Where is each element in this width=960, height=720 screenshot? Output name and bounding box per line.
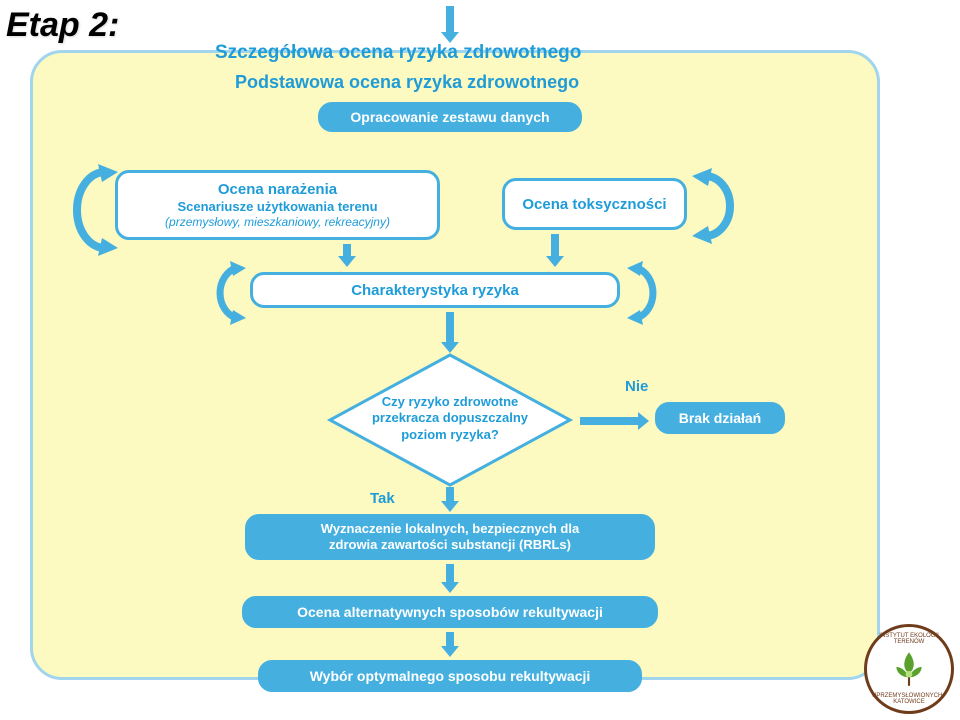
- leaf-icon: [888, 648, 930, 690]
- cycle-arrow-char-right: [622, 258, 677, 328]
- logo-bottom-text: UPRZEMYSŁOWIONYCH · KATOWICE: [867, 693, 951, 705]
- optimal-box: Wybór optymalnego sposobu rekultywacji: [258, 660, 642, 692]
- toxicity-label: Ocena toksyczności: [522, 196, 666, 213]
- rbrl-l2: zdrowia zawartości substancji (RBRLs): [329, 537, 571, 553]
- detailed-assessment-title: Szczegółowa ocena ryzyka zdrowotnego: [215, 42, 581, 64]
- exposure-title: Ocena narażenia: [218, 181, 337, 199]
- decision-q-l2: przekracza dopuszczalny: [372, 410, 528, 425]
- arrow-to-no-action: [580, 412, 649, 430]
- cycle-arrow-left: [60, 160, 120, 260]
- logo-top-text: INSTYTUT EKOLOGII TERENÓW: [867, 633, 951, 645]
- arrow-to-optimal: [441, 632, 459, 657]
- arrow-to-alternatives: [441, 564, 459, 593]
- rbrl-box: Wyznaczenie lokalnych, bezpiecznych dla …: [245, 514, 655, 560]
- data-set-box: Opracowanie zestawu danych: [318, 102, 582, 132]
- exposure-sub1: Scenariusze użytkowania terenu: [177, 199, 377, 215]
- arrow-to-rbrl: [441, 487, 459, 512]
- arrow-into-panel: [441, 6, 459, 43]
- alternatives-label: Ocena alternatywnych sposobów rekultywac…: [297, 604, 603, 620]
- alternatives-box: Ocena alternatywnych sposobów rekultywac…: [242, 596, 658, 628]
- arrow-tox-down: [546, 234, 564, 267]
- answer-no: Nie: [625, 378, 648, 395]
- exposure-box: Ocena narażenia Scenariusze użytkowania …: [115, 170, 440, 240]
- data-set-label: Opracowanie zestawu danych: [350, 109, 549, 125]
- arrow-to-decision: [441, 312, 459, 353]
- risk-characterization-box: Charakterystyka ryzyka: [250, 272, 620, 308]
- institute-logo: INSTYTUT EKOLOGII TERENÓW UPRZEMYSŁOWION…: [864, 624, 954, 714]
- decision-question: Czy ryzyko zdrowotne przekracza dopuszcz…: [335, 394, 565, 443]
- toxicity-box: Ocena toksyczności: [502, 178, 687, 230]
- exposure-sub2: (przemysłowy, mieszkaniowy, rekreacyjny): [165, 215, 390, 229]
- no-action-box: Brak działań: [655, 402, 785, 434]
- decision-q-l3: poziom ryzyka?: [401, 427, 499, 442]
- risk-characterization-label: Charakterystyka ryzyka: [351, 282, 519, 299]
- cycle-arrow-right-top: [690, 166, 750, 246]
- optimal-label: Wybór optymalnego sposobu rekultywacji: [310, 668, 591, 684]
- stage-title: Etap 2:: [6, 6, 119, 45]
- answer-yes: Tak: [370, 490, 395, 507]
- rbrl-l1: Wyznaczenie lokalnych, bezpiecznych dla: [321, 521, 579, 537]
- cycle-arrow-char-left: [196, 258, 251, 328]
- basic-assessment-title: Podstawowa ocena ryzyka zdrowotnego: [235, 72, 579, 93]
- no-action-label: Brak działań: [679, 410, 761, 426]
- arrow-exposure-down: [338, 244, 356, 267]
- decision-q-l1: Czy ryzyko zdrowotne: [382, 394, 519, 409]
